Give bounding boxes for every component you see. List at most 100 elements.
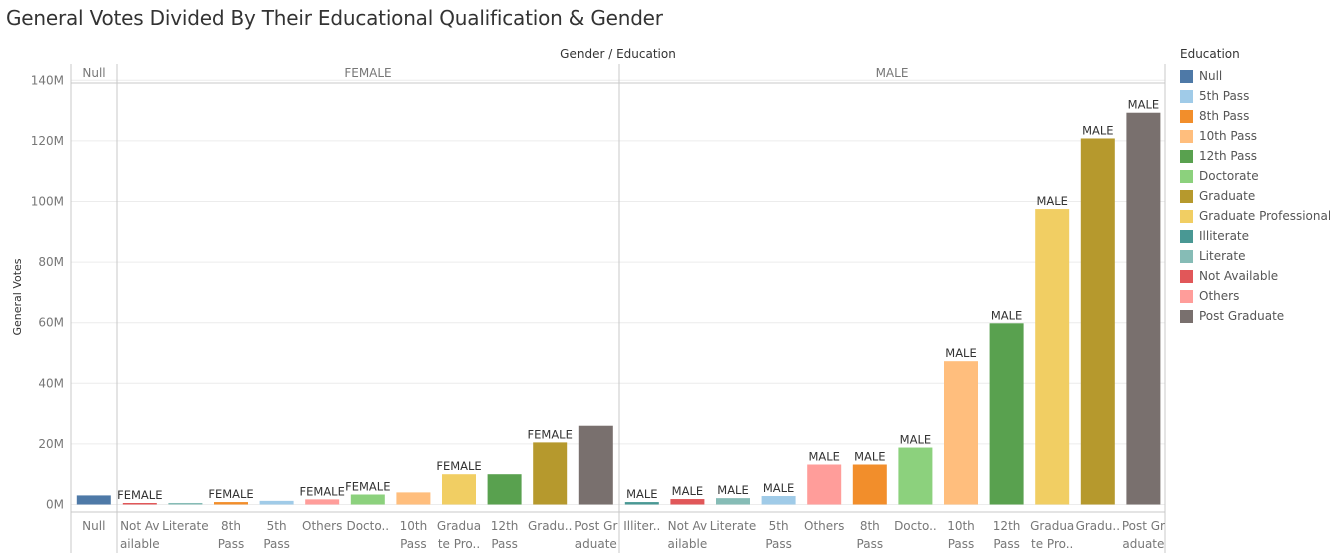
pane-header-female: FEMALE	[344, 66, 391, 80]
bar	[442, 474, 476, 505]
bar	[578, 425, 613, 505]
legend-label: Not Available	[1199, 269, 1279, 283]
x-tick-label: Pass	[218, 537, 245, 551]
y-tick-label: 60M	[38, 316, 64, 330]
legend-label: Graduate	[1199, 189, 1256, 203]
data-label: FEMALE	[300, 484, 345, 498]
legend-swatch	[1180, 269, 1193, 283]
legend-label: 12th Pass	[1199, 149, 1257, 163]
x-tick-label: Docto..	[894, 519, 937, 533]
bar	[944, 361, 978, 505]
chart-title: General Votes Divided By Their Education…	[6, 6, 663, 30]
x-tick-label: Others	[804, 519, 844, 533]
legend-label: Doctorate	[1199, 169, 1259, 183]
legend-label: 10th Pass	[1199, 129, 1257, 143]
legend-item[interactable]: Graduate	[1180, 186, 1330, 206]
legend-item[interactable]: 12th Pass	[1180, 146, 1330, 166]
x-tick-label: Post Gr	[1122, 519, 1165, 533]
x-tick-label: Pass	[857, 537, 884, 551]
data-label: MALE	[991, 308, 1022, 322]
bar	[761, 496, 796, 505]
bar	[259, 500, 294, 505]
x-tick-label: ailable	[668, 537, 708, 551]
bar	[396, 492, 431, 505]
data-label: FEMALE	[208, 487, 253, 501]
x-tick-label: Others	[302, 519, 342, 533]
bar	[716, 498, 750, 505]
data-label: FEMALE	[528, 427, 573, 441]
x-tick-label: 12th	[491, 519, 519, 533]
x-tick-label: aduate	[575, 537, 617, 551]
legend-item[interactable]: Not Available	[1180, 266, 1330, 286]
x-tick-label: te Pro..	[1031, 537, 1073, 551]
data-label: MALE	[900, 433, 931, 447]
x-tick-label: 5th	[769, 519, 789, 533]
data-label: MALE	[763, 481, 794, 495]
x-tick-label: Gradua	[437, 519, 481, 533]
legend-label: Others	[1199, 289, 1240, 303]
data-label: MALE	[717, 483, 748, 497]
legend-item[interactable]: Literate	[1180, 246, 1330, 266]
x-tick-label: aduate	[1122, 537, 1164, 551]
legend-label: 5th Pass	[1199, 89, 1250, 103]
legend-swatch	[1180, 189, 1193, 203]
bar	[487, 474, 522, 505]
legend-item[interactable]: Post Graduate	[1180, 306, 1330, 326]
y-tick-label: 20M	[38, 437, 64, 451]
legend-item[interactable]: 10th Pass	[1180, 126, 1330, 146]
bar	[76, 495, 111, 505]
bar	[350, 494, 385, 505]
legend[interactable]: Education Null 5th Pass 8th Pass 10th Pass 1…	[1180, 47, 1330, 326]
legend-swatch	[1180, 309, 1193, 323]
bar	[168, 502, 203, 505]
legend-swatch	[1180, 89, 1193, 103]
column-header: Gender / Education	[560, 47, 676, 61]
legend-label: 8th Pass	[1199, 109, 1250, 123]
data-label: MALE	[672, 484, 703, 498]
legend-item[interactable]: Illiterate	[1180, 226, 1330, 246]
legend-swatch	[1180, 289, 1193, 303]
bar	[624, 502, 659, 505]
legend-item[interactable]: Others	[1180, 286, 1330, 306]
x-tick-label: Literate	[710, 519, 756, 533]
x-tick-label: Gradua	[1030, 519, 1074, 533]
y-tick-label: 100M	[31, 195, 64, 209]
bar	[670, 499, 705, 505]
bar	[852, 464, 887, 505]
x-tick-label: Literate	[162, 519, 208, 533]
bar	[807, 464, 842, 505]
x-tick-label: 10th	[947, 519, 975, 533]
legend-item[interactable]: Doctorate	[1180, 166, 1330, 186]
bar-chart: Gender / Education General Votes 0M 20M 40M 6…	[11, 47, 1166, 553]
data-label: MALE	[854, 450, 885, 464]
bar	[305, 499, 340, 505]
legend-label: Graduate Professional	[1199, 209, 1330, 223]
legend-item[interactable]: 5th Pass	[1180, 86, 1330, 106]
x-tick-label: Docto..	[346, 519, 389, 533]
legend-swatch	[1180, 169, 1193, 183]
x-tick-label: Illiter..	[623, 519, 660, 533]
legend-label: Null	[1199, 69, 1223, 83]
legend-label: Illiterate	[1199, 229, 1250, 243]
legend-item[interactable]: 8th Pass	[1180, 106, 1330, 126]
legend-swatch	[1180, 149, 1193, 163]
x-tick-label: Pass	[993, 537, 1020, 551]
data-label: MALE	[1036, 194, 1067, 208]
legend-item[interactable]: Graduate Professional	[1180, 206, 1330, 226]
x-tick-label: 12th	[993, 519, 1021, 533]
y-tick-label: 0M	[46, 498, 64, 512]
data-label: MALE	[945, 346, 976, 360]
x-tick-label: te Pro..	[438, 537, 480, 551]
legend-swatch	[1180, 129, 1193, 143]
legend-swatch	[1180, 209, 1193, 223]
legend-item[interactable]: Null	[1180, 66, 1330, 86]
bar	[122, 503, 157, 505]
x-tick-label: Pass	[491, 537, 518, 551]
x-tick-label: Gradu..	[528, 519, 572, 533]
y-tick-label: 80M	[38, 255, 64, 269]
legend-swatch	[1180, 109, 1193, 123]
legend-swatch	[1180, 229, 1193, 243]
x-tick-label: Not Av	[668, 519, 707, 533]
y-axis-label: General Votes	[11, 258, 24, 335]
pane-header-male: MALE	[876, 66, 909, 80]
